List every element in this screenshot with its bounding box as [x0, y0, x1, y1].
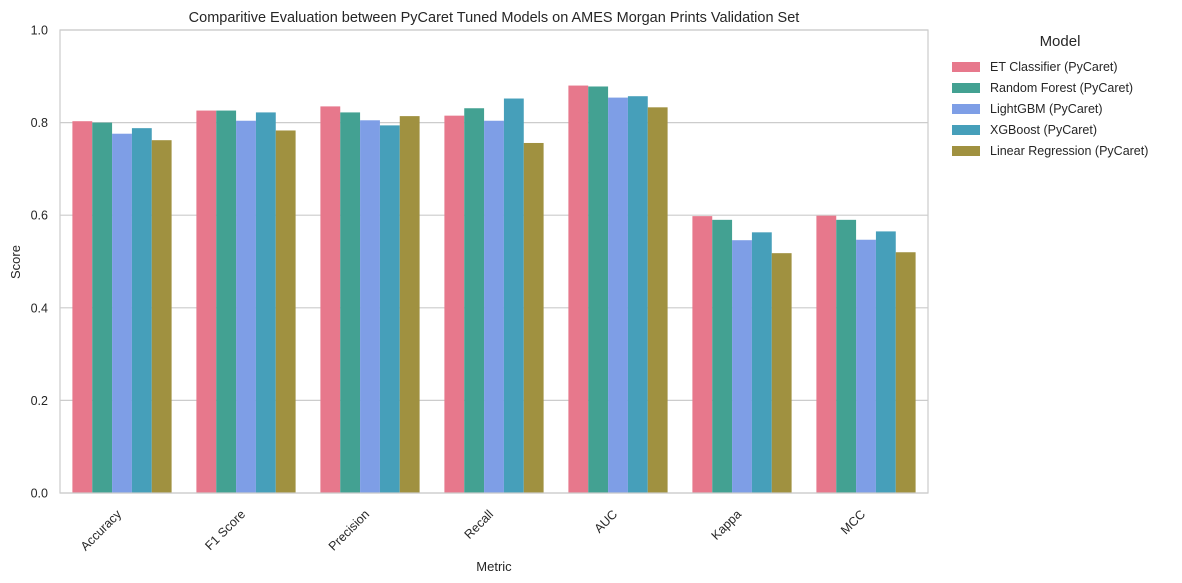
- bar: [236, 120, 256, 494]
- bar: [692, 216, 713, 493]
- y-tick-label: 1.0: [31, 24, 48, 38]
- bar: [379, 125, 400, 494]
- bar: [751, 232, 772, 493]
- bar: [771, 253, 792, 493]
- x-tick-label: Recall: [462, 507, 496, 541]
- y-tick-label: 0.0: [31, 487, 48, 501]
- bar: [836, 219, 857, 493]
- bar: [627, 96, 648, 494]
- legend-title: Model: [1039, 33, 1081, 50]
- legend-item: XGBoost (PyCaret): [946, 119, 1174, 140]
- x-tick-label: AUC: [592, 507, 621, 536]
- bar: [816, 215, 837, 493]
- y-tick-label: 0.6: [31, 209, 48, 223]
- bar: [856, 239, 876, 493]
- legend-label: ET Classifier (PyCaret): [990, 59, 1118, 74]
- legend-label: Random Forest (PyCaret): [990, 80, 1134, 95]
- bar: [151, 140, 172, 493]
- legend-item: Random Forest (PyCaret): [946, 77, 1174, 98]
- legend-swatch: [952, 82, 980, 93]
- y-tick-labels: 0.0 0.2 0.4 0.6 0.8 1.0: [31, 24, 48, 501]
- y-tick-label: 0.4: [31, 301, 48, 315]
- bar: [523, 142, 544, 494]
- x-tick-label: Kappa: [709, 507, 744, 542]
- bar: [588, 86, 609, 494]
- x-tick-label: Precision: [326, 507, 372, 553]
- bar: [216, 110, 237, 493]
- legend-swatch: [952, 103, 980, 114]
- legend: Model ET Classifier (PyCaret) Random Fore…: [946, 33, 1174, 161]
- plot-frame: [59, 29, 929, 494]
- bar: [72, 121, 93, 493]
- bar: [196, 110, 217, 493]
- bar: [320, 106, 341, 494]
- legend-swatch: [952, 145, 980, 156]
- bar: [131, 128, 152, 493]
- legend-swatch: [952, 124, 980, 135]
- x-axis-label: Metric: [476, 559, 512, 574]
- bars: [72, 85, 916, 494]
- legend-label: LightGBM (PyCaret): [990, 101, 1103, 116]
- bar: [92, 122, 113, 493]
- x-tick-label: Accuracy: [78, 507, 125, 554]
- legend-label: XGBoost (PyCaret): [990, 122, 1097, 137]
- bar: [275, 130, 296, 493]
- legend-item: ET Classifier (PyCaret): [946, 56, 1174, 77]
- bar: [340, 112, 361, 493]
- legend-item: Linear Regression (PyCaret): [946, 140, 1174, 161]
- x-tick-label: MCC: [838, 507, 868, 537]
- bar: [112, 133, 132, 493]
- y-axis-label: Score: [8, 245, 23, 279]
- chart-title: Comparitive Evaluation between PyCaret T…: [189, 10, 800, 26]
- legend-swatch: [952, 61, 980, 72]
- bar: [732, 240, 752, 493]
- bar: [484, 120, 504, 494]
- bar: [444, 115, 465, 493]
- bar: [608, 97, 628, 494]
- bar: [464, 108, 485, 493]
- bar: [895, 252, 916, 493]
- legend-items: ET Classifier (PyCaret) Random Forest (Py…: [946, 56, 1174, 161]
- x-tick-labels: Accuracy F1 Score Precision Recall AUC Kappa M…: [78, 507, 868, 554]
- bar: [255, 112, 276, 493]
- bar: [647, 107, 668, 494]
- bar: [399, 116, 420, 494]
- legend-label: Linear Regression (PyCaret): [990, 143, 1149, 158]
- bar: [568, 85, 589, 493]
- bar: [360, 120, 380, 493]
- bar: [875, 231, 896, 493]
- bar: [503, 98, 524, 494]
- y-tick-label: 0.2: [31, 394, 48, 408]
- bar: [712, 219, 733, 493]
- legend-item: LightGBM (PyCaret): [946, 98, 1174, 119]
- x-tick-label: F1 Score: [202, 507, 248, 553]
- y-tick-label: 0.8: [31, 116, 48, 130]
